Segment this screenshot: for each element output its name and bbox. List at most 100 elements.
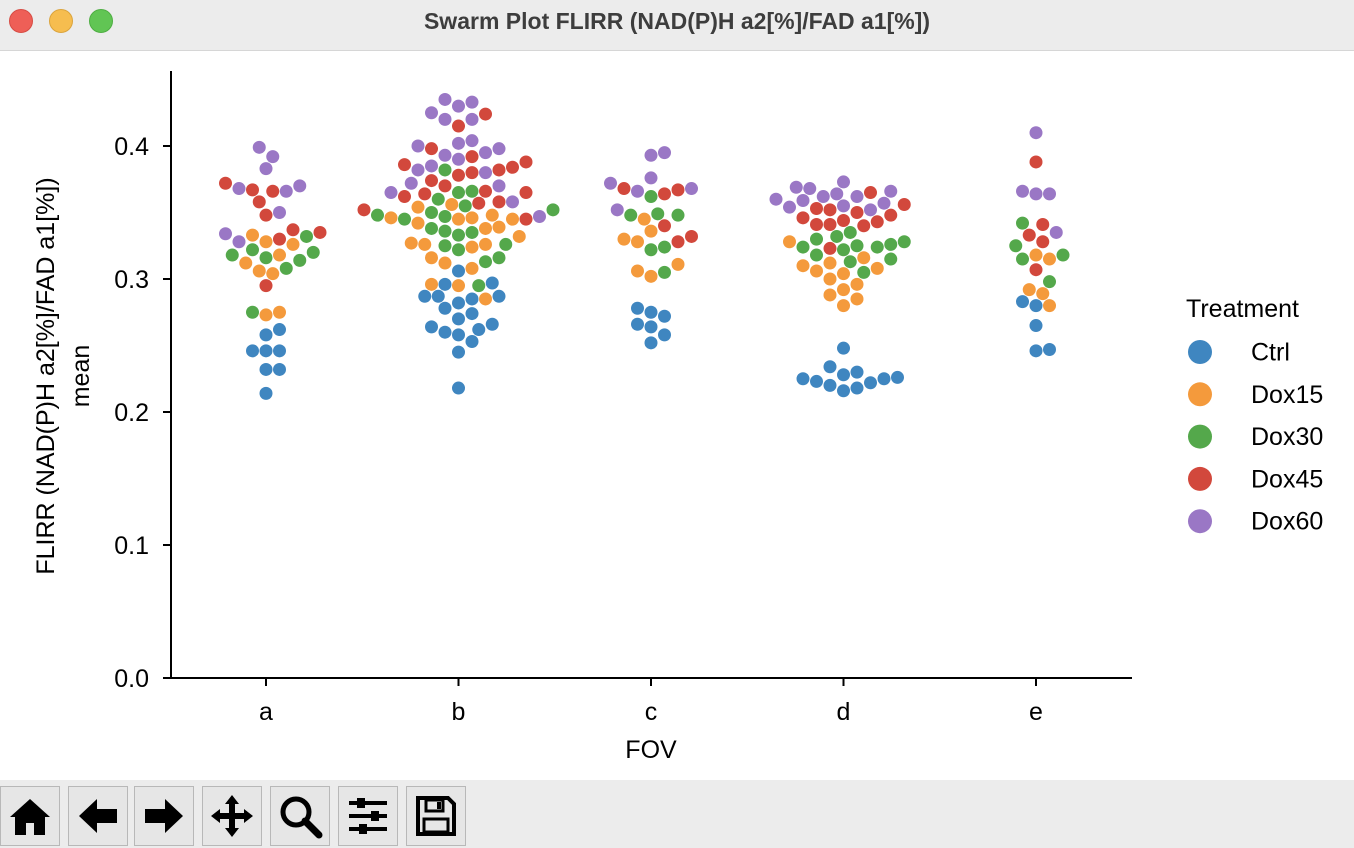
data-point-dox45 <box>438 179 452 193</box>
data-point-dox15 <box>266 267 280 281</box>
data-point-dox60 <box>479 146 492 160</box>
data-point-dox45 <box>246 183 259 197</box>
x-axis-label: FOV <box>625 736 677 764</box>
data-point-dox15 <box>479 292 492 306</box>
data-point-ctrl <box>810 374 823 388</box>
data-point-dox30 <box>458 199 472 213</box>
data-point-ctrl <box>850 365 864 379</box>
data-point-dox60 <box>411 163 425 177</box>
data-point-dox60 <box>252 140 266 154</box>
data-point-dox60 <box>816 190 830 204</box>
data-point-dox45 <box>492 163 506 177</box>
data-point-dox30 <box>850 239 864 253</box>
data-point-dox15 <box>837 267 850 281</box>
zoom-button[interactable] <box>270 786 330 846</box>
data-point-dox15 <box>465 211 479 225</box>
data-point-ctrl <box>1029 344 1043 358</box>
data-point-dox15 <box>273 305 286 319</box>
data-point-dox45 <box>1036 235 1050 249</box>
data-point-ctrl <box>644 305 658 319</box>
data-point-dox60 <box>837 175 850 189</box>
data-point-ctrl <box>485 317 499 331</box>
data-point-ctrl <box>452 381 465 395</box>
data-point-dox60 <box>803 182 817 196</box>
back-button[interactable] <box>68 786 128 846</box>
data-point-dox15 <box>870 261 884 275</box>
data-point-dox45 <box>796 211 810 225</box>
data-point-dox15 <box>259 308 273 322</box>
data-point-dox60 <box>644 148 658 162</box>
data-point-ctrl <box>823 360 837 374</box>
data-point-ctrl <box>1029 299 1043 313</box>
data-point-ctrl <box>823 378 837 392</box>
data-point-ctrl <box>418 289 432 303</box>
close-window-button[interactable] <box>9 9 33 33</box>
legend-marker-dox45 <box>1188 466 1212 491</box>
data-point-ctrl <box>644 336 658 350</box>
data-point-dox15 <box>850 292 864 306</box>
data-point-dox60 <box>452 152 465 166</box>
data-point-dox60 <box>465 112 479 126</box>
data-point-dox45 <box>286 223 300 237</box>
data-point-ctrl <box>452 296 465 310</box>
data-point-dox15 <box>239 256 253 270</box>
data-point-dox15 <box>506 212 519 226</box>
data-point-dox15 <box>259 235 273 249</box>
data-point-dox30 <box>300 229 313 243</box>
configure-subplots-button[interactable] <box>338 786 398 846</box>
data-point-dox15 <box>411 216 425 230</box>
data-point-dox60 <box>259 162 273 176</box>
data-point-dox30 <box>279 261 293 275</box>
data-point-dox60 <box>783 200 796 214</box>
data-point-dox30 <box>438 224 452 238</box>
data-point-ctrl <box>452 312 465 326</box>
data-point-dox15 <box>465 240 479 254</box>
data-point-dox60 <box>273 206 286 219</box>
data-point-dox15 <box>479 221 492 235</box>
minimize-window-button[interactable] <box>49 9 73 33</box>
y-axis-sublabel: mean <box>67 345 95 408</box>
data-point-dox30 <box>796 240 810 254</box>
data-point-dox45 <box>472 196 486 210</box>
data-point-dox45 <box>658 187 671 201</box>
data-point-dox60 <box>1016 184 1029 198</box>
y-tick-label: 0.2 <box>114 399 149 427</box>
x-tick-label: d <box>837 698 851 726</box>
data-point-dox15 <box>631 235 644 249</box>
data-point-dox30 <box>644 190 658 204</box>
data-point-dox45 <box>823 241 837 255</box>
data-point-dox30 <box>843 255 857 269</box>
data-point-ctrl <box>259 328 273 342</box>
data-point-ctrl <box>492 289 506 303</box>
data-point-dox30 <box>624 208 638 222</box>
data-point-dox30 <box>465 225 479 239</box>
forward-button[interactable] <box>134 786 194 846</box>
data-point-dox45 <box>1036 217 1050 231</box>
configure-icon <box>349 798 387 834</box>
data-point-ctrl <box>1016 295 1029 309</box>
data-point-dox45 <box>425 142 438 156</box>
data-point-ctrl <box>891 370 904 384</box>
data-point-dox30 <box>884 237 898 251</box>
data-point-dox30 <box>293 253 307 267</box>
data-point-ctrl <box>631 301 644 315</box>
data-point-dox30 <box>830 229 844 243</box>
data-point-ctrl <box>438 301 452 315</box>
home-button[interactable] <box>0 786 60 846</box>
data-point-dox15 <box>857 251 871 265</box>
data-point-dox45 <box>219 176 232 190</box>
zoom-window-button[interactable] <box>89 9 113 33</box>
data-point-dox45 <box>465 150 479 164</box>
data-point-dox15 <box>810 264 823 278</box>
pan-button[interactable] <box>202 786 262 846</box>
data-point-dox60 <box>789 180 803 194</box>
save-button[interactable] <box>406 786 466 846</box>
data-point-dox30 <box>810 248 823 262</box>
data-point-dox60 <box>425 106 438 120</box>
data-point-dox30 <box>479 255 492 269</box>
data-point-dox60 <box>1029 126 1043 140</box>
data-point-dox45 <box>658 219 671 233</box>
navigation-toolbar <box>0 780 1354 848</box>
data-point-dox45 <box>259 279 273 293</box>
data-point-dox45 <box>273 232 286 246</box>
